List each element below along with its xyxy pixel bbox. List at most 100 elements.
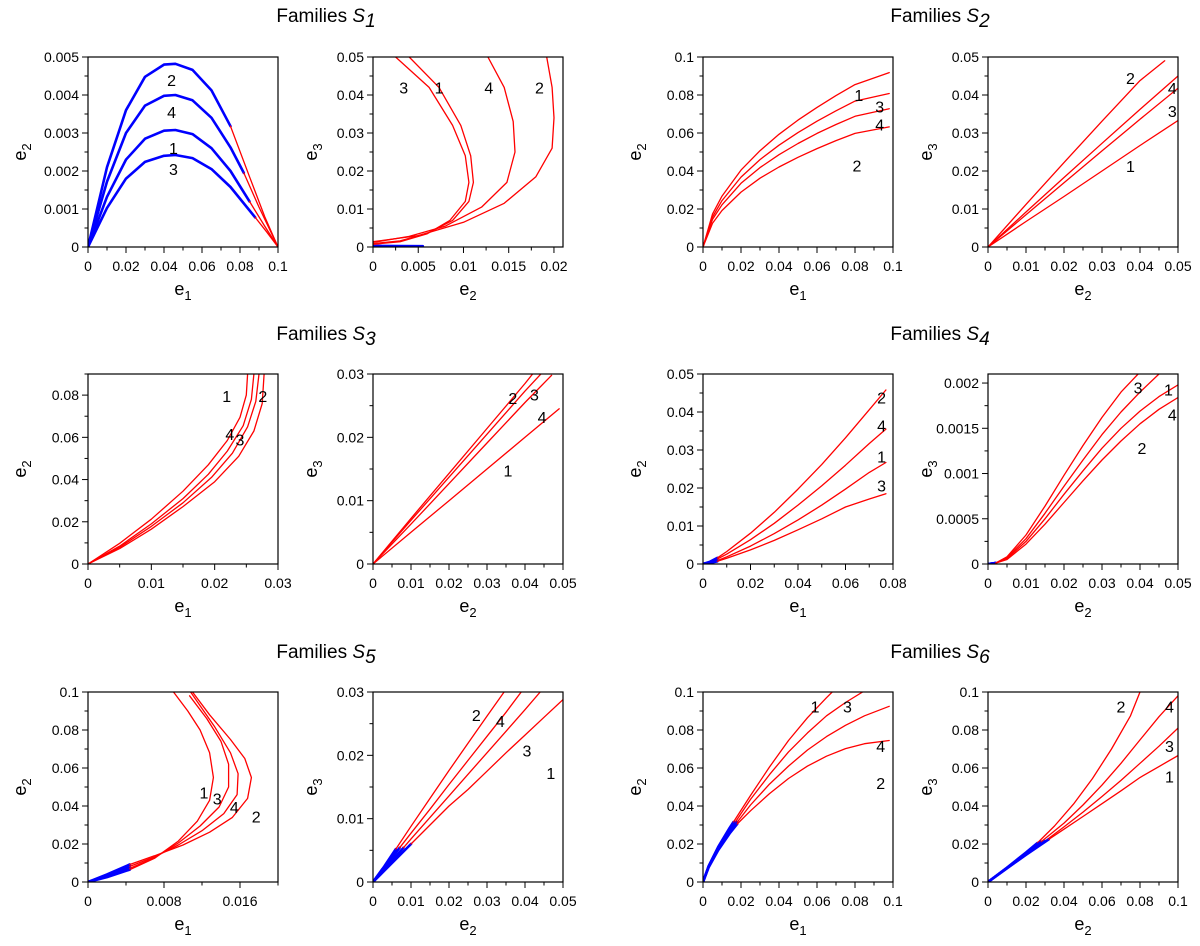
- y-tick-label: 0.06: [667, 125, 694, 141]
- curve-label-1: 1: [1126, 159, 1135, 176]
- curve-label-2: 2: [252, 809, 261, 826]
- y-tick-label: 0.06: [52, 429, 79, 445]
- y-tick-label: 0.01: [952, 201, 979, 217]
- y-tick-label: 0: [356, 874, 364, 890]
- curve-label-3: 3: [877, 478, 886, 495]
- plot-frame: [987, 56, 1179, 248]
- curve-label-3: 3: [522, 743, 531, 760]
- y-axis-label: e3: [916, 143, 940, 160]
- curve-label-4: 4: [1165, 699, 1174, 716]
- chart-panel-4: 0 0.01 0.02 0.03 0.04 0.05 0 0.01 0.02 0.03 0.04 0.…: [916, 49, 1192, 303]
- y-tick-label: 0.01: [337, 493, 364, 509]
- x-tick-label: 0: [84, 575, 92, 591]
- series-2-unstable-segment: [1036, 692, 1141, 844]
- curve-label-2: 2: [1117, 699, 1126, 716]
- group-title-1: Families S1: [276, 6, 375, 32]
- y-tick-label: 0.04: [667, 798, 694, 814]
- curves: [373, 57, 555, 247]
- x-tick-label: 0: [84, 258, 92, 274]
- x-tick-label: 0.04: [1126, 258, 1153, 274]
- curve-label-2: 2: [167, 73, 176, 90]
- series-3-unstable-segment: [734, 692, 864, 823]
- curve-label-4: 4: [538, 410, 547, 427]
- x-tick-label: 0.02: [112, 258, 139, 274]
- x-tick-label: 0.01: [1012, 258, 1039, 274]
- y-axis-label: e2: [10, 143, 34, 160]
- x-tick-label: 0.05: [549, 893, 576, 909]
- series-1-stable-segment: [373, 842, 413, 882]
- series-4-unstable-segment: [88, 374, 255, 564]
- series-1-stable-segment: [988, 838, 1051, 882]
- curve-label-4: 4: [877, 418, 886, 435]
- series-2-unstable-segment: [129, 692, 253, 866]
- y-tick-label: 0: [71, 556, 79, 572]
- y-tick-label: 0.08: [52, 387, 79, 403]
- series-2-unstable-segment: [994, 396, 1178, 564]
- curve-label-2: 2: [877, 391, 886, 408]
- y-tick-label: 0.05: [337, 49, 364, 65]
- y-tick-label: 0.01: [667, 518, 694, 534]
- curve-label-3: 3: [1134, 381, 1143, 398]
- y-tick-label: 0.01: [337, 201, 364, 217]
- x-axis-label: e2: [459, 596, 476, 620]
- x-axis-label: e1: [174, 279, 191, 303]
- curves: [373, 692, 563, 882]
- y-tick-label: 0.02: [667, 201, 694, 217]
- plot-area: [373, 57, 563, 247]
- plot-area: [703, 57, 893, 247]
- curve-label-4: 4: [167, 105, 176, 122]
- x-tick-label: 0.02: [1050, 258, 1077, 274]
- x-tick-label: 0.08: [879, 575, 906, 591]
- x-tick-label: 0.015: [491, 258, 526, 274]
- series-4-unstable-segment: [703, 108, 890, 247]
- y-axis-label: e2: [10, 460, 34, 477]
- chart-panel-2: 0 0.005 0.01 0.015 0.02 0 0.01 0.02 0.03 0.04 0.05…: [301, 49, 568, 303]
- curve-label-4: 4: [225, 427, 234, 444]
- x-tick-label: 0: [699, 575, 707, 591]
- x-tick-label: 0.04: [765, 258, 792, 274]
- group-title-6: Families S6: [890, 642, 990, 668]
- x-tick-label: 0: [369, 258, 377, 274]
- curve-label-2: 2: [508, 391, 517, 408]
- curves: [988, 692, 1178, 882]
- curve-label-4: 4: [876, 739, 885, 756]
- x-tick-label: 0.06: [832, 575, 859, 591]
- x-tick-label: 0.02: [540, 258, 567, 274]
- x-tick-label: 0.03: [264, 575, 291, 591]
- curve-label-1: 1: [546, 766, 555, 783]
- x-tick-label: 0.02: [435, 893, 462, 909]
- y-tick-label: 0.04: [337, 87, 364, 103]
- x-tick-label: 0.02: [727, 893, 754, 909]
- x-tick-label: 0: [369, 893, 377, 909]
- series-1-unstable-segment: [88, 374, 249, 564]
- group-title-4: Families S4: [890, 324, 989, 350]
- x-tick-label: 0.04: [765, 893, 792, 909]
- y-tick-label: 0.0005: [936, 511, 979, 527]
- x-tick-label: 0.01: [397, 893, 424, 909]
- curve-label-3: 3: [875, 99, 884, 116]
- group-title-3: Families S3: [276, 324, 376, 350]
- chart-panel-10: 0 0.01 0.02 0.03 0.04 0.05 0 0.01 0.02 0.03 e2 e3 2 4…: [301, 684, 577, 938]
- y-tick-label: 0.06: [667, 760, 694, 776]
- x-tick-label: 0: [984, 258, 992, 274]
- series-1-unstable-segment: [994, 374, 1160, 564]
- curves: [703, 71, 890, 247]
- plot-frame: [372, 56, 564, 248]
- x-tick-label: 0.1: [883, 258, 903, 274]
- x-tick-label: 0.08: [841, 893, 868, 909]
- x-tick-label: 0.01: [138, 575, 165, 591]
- x-tick-label: 0.01: [1012, 575, 1039, 591]
- y-tick-label: 0.003: [44, 125, 79, 141]
- y-axis-label: e2: [10, 778, 34, 795]
- y-tick-label: 0.05: [667, 366, 694, 382]
- y-tick-label: 0: [356, 556, 364, 572]
- y-tick-label: 0.0015: [936, 420, 979, 436]
- plot-frame: [702, 56, 894, 248]
- y-tick-label: 0.02: [952, 836, 979, 852]
- x-axis-label: e2: [1074, 596, 1091, 620]
- y-tick-label: 0.01: [337, 811, 364, 827]
- series-2-unstable-segment: [716, 389, 887, 559]
- y-tick-label: 0: [971, 874, 979, 890]
- y-tick-label: 0: [686, 239, 694, 255]
- x-tick-label: 0.06: [188, 258, 215, 274]
